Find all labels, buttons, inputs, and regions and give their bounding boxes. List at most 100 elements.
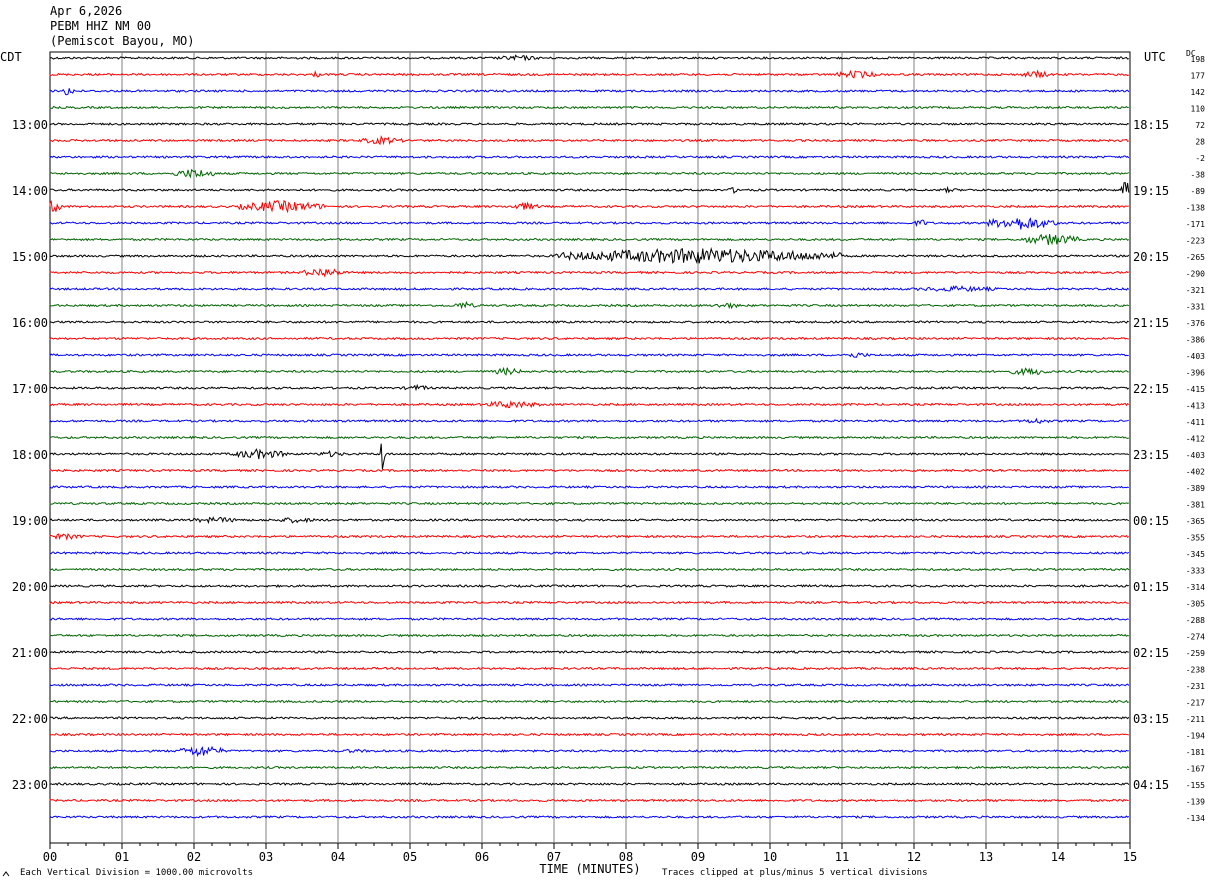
dc-offset-label: -217 bbox=[1186, 699, 1205, 708]
trace-line bbox=[49, 699, 1129, 704]
trace-line bbox=[49, 600, 1129, 605]
trace-line bbox=[49, 584, 1129, 588]
left-hour-label: 17:00 bbox=[12, 382, 48, 396]
trace-line bbox=[49, 468, 1129, 473]
right-hour-label: 02:15 bbox=[1133, 646, 1169, 660]
x-tick-label: 04 bbox=[331, 850, 345, 864]
trace-line bbox=[49, 551, 1130, 555]
right-hour-label: 19:15 bbox=[1133, 184, 1169, 198]
trace-line bbox=[49, 300, 1130, 310]
dc-offset-label: -345 bbox=[1186, 550, 1205, 559]
trace-line bbox=[49, 485, 1129, 489]
dc-offset-label: -403 bbox=[1186, 451, 1205, 460]
left-hour-label: 21:00 bbox=[12, 646, 48, 660]
x-tick-label: 01 bbox=[115, 850, 129, 864]
dc-offset-label: -134 bbox=[1186, 814, 1205, 823]
dc-offset-label: 28 bbox=[1195, 138, 1205, 147]
right-timezone-label: UTC bbox=[1144, 50, 1166, 64]
trace-line bbox=[49, 320, 1129, 324]
dc-offset-label: -333 bbox=[1186, 567, 1205, 576]
trace-line bbox=[49, 567, 1130, 572]
dc-offset-label: -411 bbox=[1186, 418, 1205, 427]
trace-line bbox=[49, 88, 1130, 96]
dc-offset-label: -381 bbox=[1186, 501, 1205, 510]
left-hour-label: 14:00 bbox=[12, 184, 48, 198]
dc-offset-label: -38 bbox=[1191, 171, 1206, 180]
trace-line bbox=[49, 683, 1130, 687]
x-tick-label: 05 bbox=[403, 850, 417, 864]
right-hour-label: 20:15 bbox=[1133, 250, 1169, 264]
dc-offset-label: -171 bbox=[1186, 220, 1205, 229]
trace-line bbox=[49, 532, 1130, 541]
trace-line bbox=[49, 516, 1130, 525]
left-hour-label: 20:00 bbox=[12, 580, 48, 594]
dc-offset-label: -415 bbox=[1186, 385, 1205, 394]
trace-line bbox=[49, 666, 1129, 671]
right-hour-label: 18:15 bbox=[1133, 118, 1169, 132]
x-tick-label: 13 bbox=[979, 850, 993, 864]
dc-offset-label: -194 bbox=[1186, 732, 1205, 741]
right-hour-label: 03:15 bbox=[1133, 712, 1169, 726]
dc-offset-label: -389 bbox=[1186, 484, 1205, 493]
trace-line bbox=[49, 217, 1129, 230]
trace-line bbox=[49, 267, 1129, 278]
trace-line bbox=[49, 383, 1130, 392]
dc-offset-label: -223 bbox=[1186, 237, 1205, 246]
header-station: PEBM HHZ NM 00 bbox=[50, 19, 152, 33]
x-tick-label: 10 bbox=[763, 850, 777, 864]
dc-offset-label: -413 bbox=[1186, 402, 1205, 411]
dc-offset-label: -155 bbox=[1186, 781, 1205, 790]
dc-label: DC bbox=[1186, 49, 1196, 58]
trace-line bbox=[49, 435, 1129, 440]
x-tick-label: 11 bbox=[835, 850, 849, 864]
left-hour-label: 23:00 bbox=[12, 778, 48, 792]
trace-line bbox=[49, 798, 1129, 803]
x-axis-title: TIME (MINUTES) bbox=[539, 862, 640, 876]
dc-offset-label: -231 bbox=[1186, 682, 1205, 691]
dc-offset-label: -139 bbox=[1186, 798, 1205, 807]
dc-offset-label: -167 bbox=[1186, 765, 1205, 774]
dc-offset-label: -321 bbox=[1186, 286, 1205, 295]
dc-offset-label: -396 bbox=[1186, 369, 1205, 378]
trace-line bbox=[49, 168, 1130, 179]
dc-offset-label: 142 bbox=[1191, 88, 1206, 97]
left-hour-label: 18:00 bbox=[12, 448, 48, 462]
dc-offset-label: -412 bbox=[1186, 435, 1205, 444]
trace-line bbox=[49, 182, 1130, 195]
left-hour-label: 15:00 bbox=[12, 250, 48, 264]
trace-line bbox=[49, 285, 1130, 293]
dc-offset-label: -402 bbox=[1186, 468, 1205, 477]
trace-line bbox=[49, 233, 1130, 246]
right-hour-label: 01:15 bbox=[1133, 580, 1169, 594]
x-tick-label: 00 bbox=[43, 850, 57, 864]
right-hour-label: 23:15 bbox=[1133, 448, 1169, 462]
dc-offset-label: -365 bbox=[1186, 517, 1205, 526]
dc-offset-label: 110 bbox=[1191, 105, 1206, 114]
trace-line bbox=[49, 633, 1129, 638]
dc-offset-label: -403 bbox=[1186, 352, 1205, 361]
x-tick-label: 12 bbox=[907, 850, 921, 864]
dc-offset-label: -211 bbox=[1186, 715, 1205, 724]
left-hour-label: 22:00 bbox=[12, 712, 48, 726]
left-hour-label: 16:00 bbox=[12, 316, 48, 330]
right-hour-label: 04:15 bbox=[1133, 778, 1169, 792]
dc-offset-label: -89 bbox=[1191, 187, 1206, 196]
dc-offset-label: 177 bbox=[1191, 72, 1206, 81]
trace-line bbox=[49, 105, 1129, 110]
trace-line bbox=[49, 366, 1129, 377]
dc-offset-label: -138 bbox=[1186, 204, 1205, 213]
dc-offset-label: -2 bbox=[1195, 154, 1205, 163]
dc-offset-label: -376 bbox=[1186, 319, 1205, 328]
trace-line bbox=[49, 247, 1130, 265]
trace-line bbox=[49, 617, 1129, 621]
header-date: Apr 6,2026 bbox=[50, 4, 123, 18]
trace-line bbox=[49, 336, 1129, 341]
dc-offset-label: -274 bbox=[1186, 633, 1205, 642]
clip-note: Traces clipped at plus/minus 5 vertical … bbox=[662, 868, 928, 878]
dc-offset-label: -314 bbox=[1186, 583, 1205, 592]
trace-line bbox=[49, 815, 1130, 819]
dc-offset-label: 198 bbox=[1191, 55, 1206, 64]
trace-line bbox=[49, 443, 1130, 470]
trace-line bbox=[49, 352, 1129, 358]
